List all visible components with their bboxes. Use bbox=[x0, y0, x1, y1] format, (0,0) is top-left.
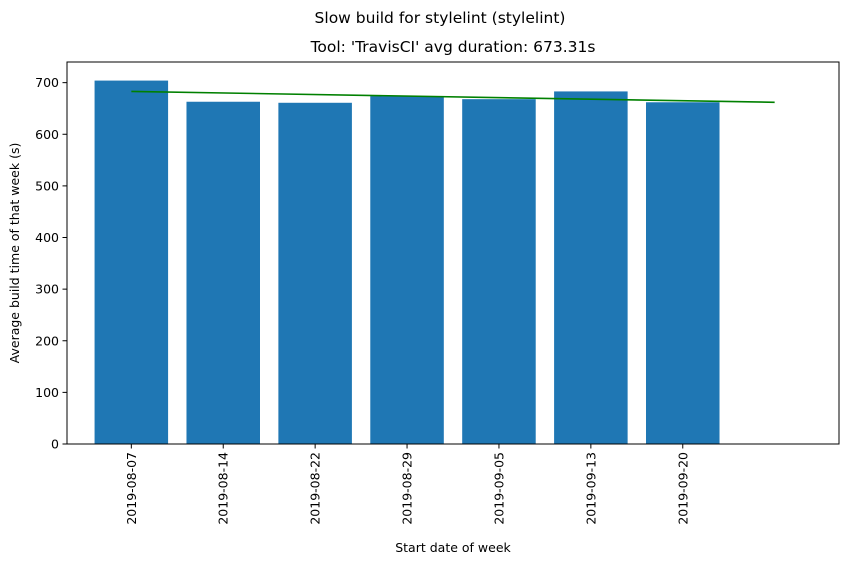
chart-title: Tool: 'TravisCI' avg duration: 673.31s bbox=[310, 38, 596, 56]
bar-2019-08-22 bbox=[278, 102, 352, 445]
x-tick-label: 2019-09-13 bbox=[583, 452, 598, 525]
x-axis-label: Start date of week bbox=[395, 540, 511, 555]
plot-frame bbox=[66, 61, 840, 445]
x-tick-label: 2019-09-20 bbox=[675, 452, 690, 525]
bar-2019-09-20 bbox=[646, 102, 720, 444]
bar-2019-08-29 bbox=[370, 96, 444, 445]
bar-2019-08-14 bbox=[186, 101, 260, 444]
x-tick-label: 2019-08-29 bbox=[400, 452, 415, 525]
y-tick-label: 100 bbox=[35, 385, 59, 400]
trend-line bbox=[131, 90, 775, 104]
y-tick-label: 700 bbox=[35, 75, 59, 90]
y-axis: 0 100 200 300 400 500 600 700 bbox=[35, 75, 67, 452]
x-tick-label: 2019-09-05 bbox=[491, 452, 506, 525]
bar-2019-09-13 bbox=[554, 91, 628, 445]
x-axis: 2019-08-07 2019-08-14 2019-08-22 2019-08-29… bbox=[124, 444, 690, 525]
x-tick-label: 2019-08-22 bbox=[308, 452, 323, 525]
x-tick-label: 2019-08-14 bbox=[216, 452, 231, 525]
y-tick-label: 400 bbox=[35, 230, 59, 245]
y-tick-label: 200 bbox=[35, 333, 59, 348]
bar-group bbox=[94, 80, 720, 445]
y-tick-label: 300 bbox=[35, 282, 59, 297]
x-tick-label: 2019-08-07 bbox=[124, 452, 139, 525]
y-tick-label: 600 bbox=[35, 127, 59, 142]
y-tick-label: 0 bbox=[51, 437, 59, 452]
bar-2019-08-07 bbox=[94, 80, 169, 444]
bar-2019-09-05 bbox=[462, 99, 536, 444]
chart-suptitle: Slow build for stylelint (stylelint) bbox=[315, 9, 566, 27]
trend-group bbox=[131, 90, 775, 104]
y-tick-label: 500 bbox=[35, 178, 59, 193]
y-axis-label: Average build time of that week (s) bbox=[7, 143, 22, 364]
